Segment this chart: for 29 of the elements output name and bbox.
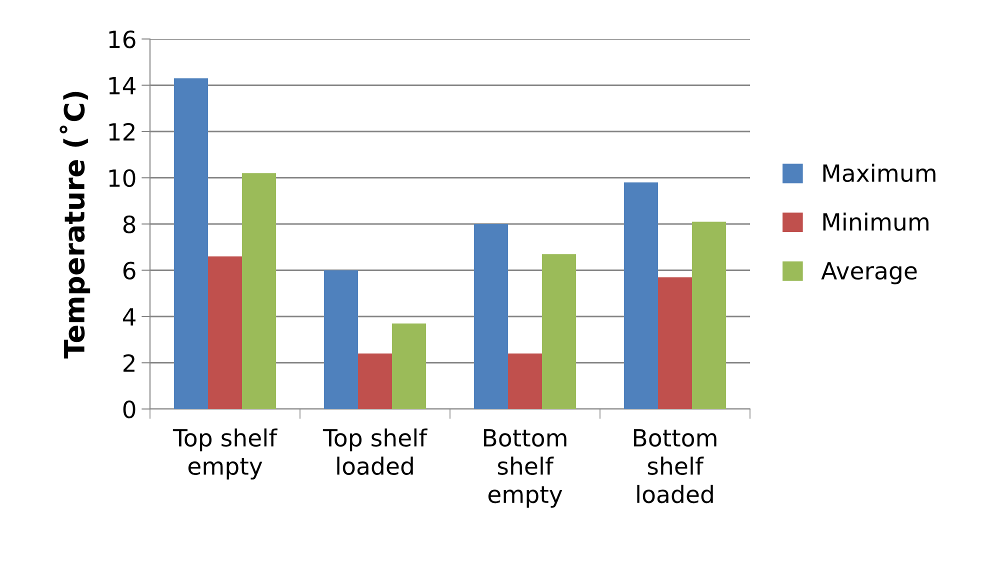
bar (624, 182, 658, 409)
x-tick-label: Top shelf loaded (322, 428, 428, 475)
bar (324, 270, 358, 409)
y-tick-label: 16 (109, 30, 136, 48)
bar (208, 256, 242, 409)
bar (474, 224, 508, 409)
bar (692, 222, 726, 409)
legend-label: Maximum (823, 164, 936, 182)
x-tick-label: Top shelf empty (172, 428, 278, 480)
y-tick-label: 6 (123, 262, 136, 280)
bar (392, 323, 426, 409)
legend-label: Average (821, 262, 917, 284)
y-tick-label: 14 (109, 77, 136, 94)
bar (508, 354, 542, 409)
x-tick-label: Bottom shelf empty (484, 429, 566, 508)
y-tick-label: 2 (124, 354, 134, 372)
bar (658, 277, 692, 409)
bar (242, 173, 276, 409)
y-tick-label: 10 (109, 169, 136, 188)
y-tick-label: 4 (122, 308, 136, 326)
y-tick-label: 0 (123, 400, 136, 418)
bar (174, 78, 208, 409)
x-tick-label: Bottom shelf loaded (634, 429, 716, 504)
bar (542, 254, 576, 409)
bar (358, 354, 392, 409)
legend-label: Minimum (823, 212, 928, 231)
y-axis-title: Temperature (˚C) (60, 92, 90, 358)
y-tick-label: 12 (109, 122, 134, 140)
y-tick-label: 8 (123, 215, 136, 234)
